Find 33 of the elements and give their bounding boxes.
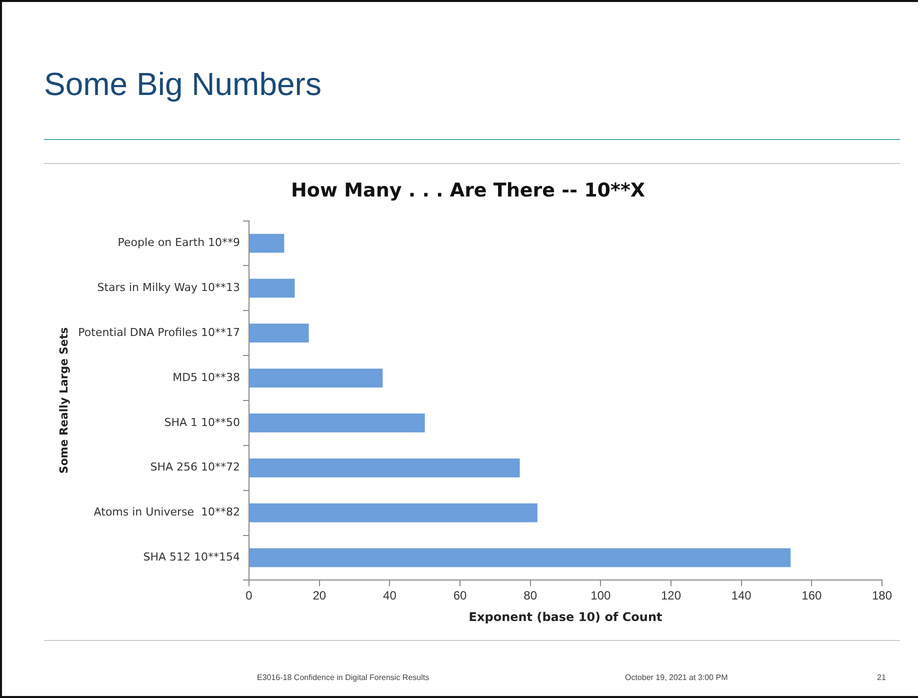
bar <box>250 414 425 432</box>
bar <box>250 458 520 478</box>
y-tick-label: Potential DNA Profiles 10**17 <box>78 326 240 339</box>
x-tick-label: 180 <box>872 588 892 603</box>
bar <box>250 548 791 568</box>
bar <box>250 503 538 522</box>
bar <box>250 324 309 343</box>
x-tick-label: 120 <box>660 588 682 603</box>
x-tick-label: 40 <box>383 588 397 603</box>
y-tick-label: SHA 256 10**72 <box>150 460 240 474</box>
y-axis-title: Some Really Large Sets <box>57 326 70 474</box>
x-axis-title: Exponent (base 10) of Count <box>468 610 662 624</box>
x-tick-label: 80 <box>524 588 538 603</box>
x-tick-label: 20 <box>312 588 326 603</box>
bar <box>250 234 284 253</box>
bar <box>250 278 295 298</box>
chart-subtitle: How Many . . . Are There -- 10**X <box>290 179 646 202</box>
text: 21 <box>877 673 886 682</box>
x-tick-label: 60 <box>453 588 468 603</box>
x-tick-label: 140 <box>731 588 752 603</box>
y-tick-label: SHA 1 10**50 <box>164 416 240 429</box>
x-tick-label: 160 <box>802 588 822 603</box>
chart-title: Some Big Numbers <box>44 66 322 103</box>
y-tick-label: People on Earth 10**9 <box>118 236 240 250</box>
text: October 19, 2021 at 3:00 PM <box>625 673 728 682</box>
y-tick-label: MD5 10**38 <box>172 370 240 384</box>
x-tick-label: 0 <box>246 588 253 603</box>
y-tick-label: SHA 512 10**154 <box>143 550 240 564</box>
text: E3016-18 Confidence in Digital Forensic Results <box>257 673 430 682</box>
x-tick-label: 100 <box>590 588 612 603</box>
y-tick-label: Atoms in Universe 10**82 <box>94 506 240 519</box>
bar <box>250 368 383 388</box>
y-tick-label: Stars in Milky Way 10**13 <box>97 281 240 294</box>
